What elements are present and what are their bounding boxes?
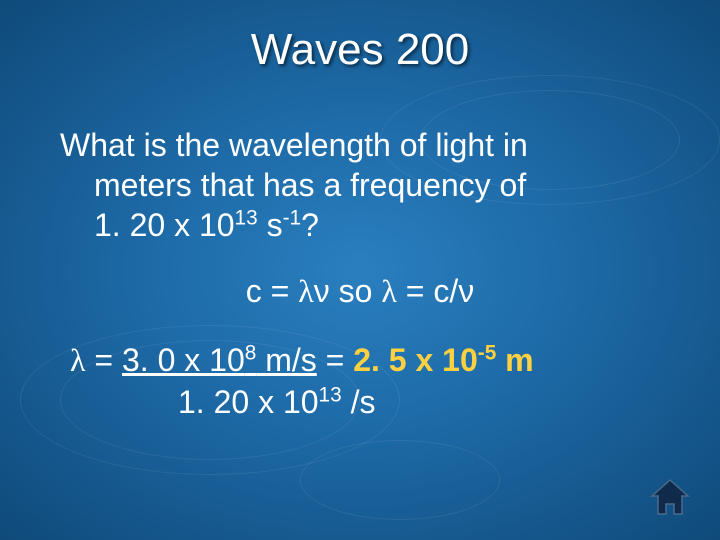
- home-icon: [648, 478, 692, 518]
- question-line3-mid: s: [258, 207, 283, 243]
- eq1-part1: c =: [246, 273, 298, 309]
- lambda-icon: λ: [70, 342, 86, 378]
- lambda-icon: λ: [381, 273, 397, 309]
- eq2-equals2: =: [317, 342, 353, 378]
- slide-container: Waves 200 What is the wavelength of ligh…: [0, 0, 720, 540]
- equation-relation: c = λν so λ = c/ν: [50, 273, 670, 310]
- question-text: What is the wavelength of light in meter…: [50, 125, 670, 245]
- question-line3-suffix: ?: [301, 207, 319, 243]
- eq2-ans-suffix: m: [496, 342, 533, 378]
- question-line2: meters that has a frequency of: [94, 167, 526, 203]
- eq2-eq: =: [86, 342, 122, 378]
- eq2-ans-exp: -5: [478, 341, 497, 364]
- question-line1: What is the wavelength of light in: [60, 127, 528, 163]
- lambda-icon: λ: [298, 273, 314, 309]
- eq2-den-exp: 13: [319, 383, 342, 406]
- eq2-den-prefix: 1. 20 x 10: [178, 384, 319, 420]
- eq2-ans-prefix: 2. 5 x 10: [353, 342, 478, 378]
- eq1-part3: = c/ν: [397, 273, 474, 309]
- eq1-part2: ν so: [314, 273, 382, 309]
- slide-title: Waves 200: [50, 25, 670, 75]
- equation-solution: λ = 3. 0 x 108 m/s = 2. 5 x 10-5 m 1. 20…: [50, 340, 670, 423]
- question-exp2: -1: [283, 206, 302, 229]
- home-button[interactable]: [648, 478, 692, 518]
- question-exp1: 13: [235, 206, 258, 229]
- eq2-num-exp: 8: [245, 341, 257, 364]
- eq2-den-suffix: /s: [342, 384, 376, 420]
- eq2-num-suffix: m/s: [256, 342, 316, 378]
- question-line3-prefix: 1. 20 x 10: [94, 207, 235, 243]
- eq2-num-prefix: 3. 0 x 10: [122, 342, 245, 378]
